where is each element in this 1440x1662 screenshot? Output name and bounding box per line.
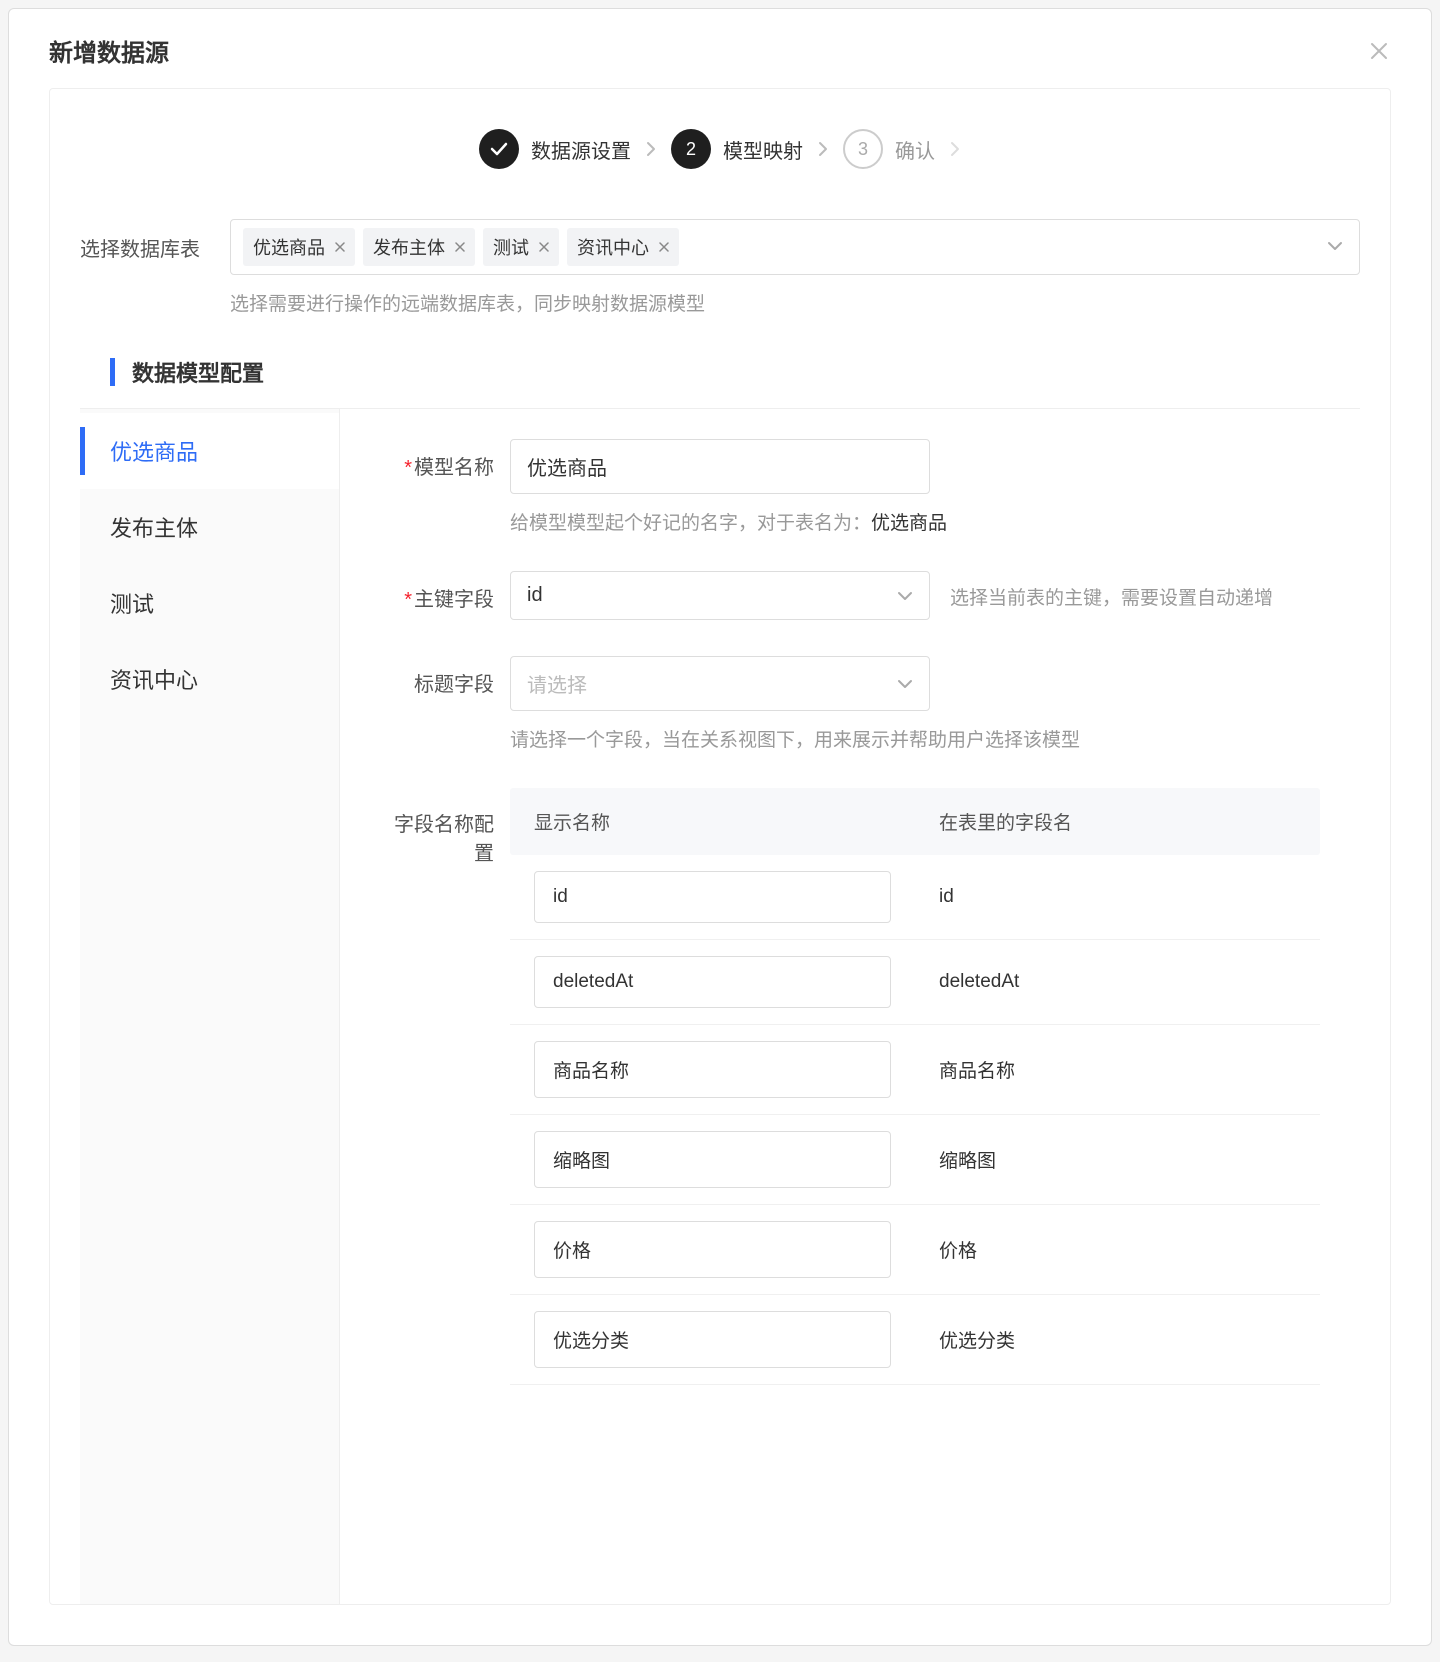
sidebar-item[interactable]: 资讯中心 <box>80 641 339 717</box>
column-name-text: 价格 <box>939 1236 1296 1263</box>
row-title-field: 标题字段 请选择 请选择一个字段，当在关系视图下，用来展示并帮助用户选择该模型 <box>380 656 1320 752</box>
step-2: 2 模型映射 <box>671 129 803 169</box>
tag-remove-icon[interactable] <box>335 240 345 254</box>
hint-primary-key: 选择当前表的主键，需要设置自动递增 <box>950 583 1273 610</box>
display-name-input[interactable]: 优选分类 <box>534 1311 891 1368</box>
step-2-label: 模型映射 <box>723 135 803 164</box>
selected-table-tag: 发布主体 <box>363 228 475 266</box>
chevron-right-icon <box>817 140 829 158</box>
column-name-text: 缩略图 <box>939 1146 1296 1173</box>
hint-model-name: 给模型模型起个好记的名字，对于表名为：优选商品 <box>510 508 1320 535</box>
header-column-name: 在表里的字段名 <box>915 788 1320 855</box>
sidebar-item[interactable]: 测试 <box>80 565 339 641</box>
field-row: deletedAt deletedAt <box>510 940 1320 1025</box>
model-panel: *模型名称 优选商品 给模型模型起个好记的名字，对于表名为：优选商品 *主键字段 <box>340 409 1360 1604</box>
column-name-text: id <box>939 886 1296 908</box>
steps-bar: 数据源设置 2 模型映射 3 确认 <box>50 89 1390 219</box>
table-select-helper: 选择需要进行操作的远端数据库表，同步映射数据源模型 <box>230 289 1360 316</box>
section-title-text: 数据模型配置 <box>110 356 264 388</box>
hint-title-field: 请选择一个字段，当在关系视图下，用来展示并帮助用户选择该模型 <box>510 725 1320 752</box>
field-row: id id <box>510 855 1320 940</box>
field-row: 价格 价格 <box>510 1205 1320 1295</box>
chevron-down-icon <box>1327 238 1343 256</box>
header-display-name: 显示名称 <box>510 788 915 855</box>
table-select-wrap: 优选商品 发布主体 测试 资讯中心 选择需要进行操作的远端数据库表，同步映射数据源模型 <box>230 219 1360 316</box>
label-field-config: 字段名称配置 <box>380 788 510 866</box>
label-model-name: *模型名称 <box>380 439 510 480</box>
chevron-down-icon <box>897 584 913 607</box>
step-3-circle: 3 <box>843 129 883 169</box>
tag-label: 资讯中心 <box>577 234 649 260</box>
check-icon <box>489 139 509 159</box>
step-2-circle: 2 <box>671 129 711 169</box>
table-multi-select[interactable]: 优选商品 发布主体 测试 资讯中心 <box>230 219 1360 275</box>
selected-table-tag: 资讯中心 <box>567 228 679 266</box>
display-name-input[interactable]: 价格 <box>534 1221 891 1278</box>
label-primary-key: *主键字段 <box>380 571 510 612</box>
input-model-name[interactable]: 优选商品 <box>510 439 930 494</box>
column-name-text: 优选分类 <box>939 1326 1296 1353</box>
selected-table-tag: 优选商品 <box>243 228 355 266</box>
display-name-input[interactable]: 缩略图 <box>534 1131 891 1188</box>
row-field-config: 字段名称配置 显示名称 在表里的字段名 ididdeletedAtdeleted… <box>380 788 1320 1385</box>
field-row: 缩略图 缩略图 <box>510 1115 1320 1205</box>
field-row: 优选分类 优选分类 <box>510 1295 1320 1385</box>
modal-add-datasource: 新增数据源 数据源设置 2 模型映射 <box>8 8 1432 1646</box>
column-name-text: deletedAt <box>939 971 1296 993</box>
field-row: 商品名称 商品名称 <box>510 1025 1320 1115</box>
close-icon[interactable] <box>1367 39 1391 63</box>
modal-title: 新增数据源 <box>49 33 169 68</box>
control-primary-key: id 选择当前表的主键，需要设置自动递增 <box>510 571 1320 620</box>
tag-remove-icon[interactable] <box>659 240 669 254</box>
control-title-field: 请选择 请选择一个字段，当在关系视图下，用来展示并帮助用户选择该模型 <box>510 656 1320 752</box>
chevron-down-icon <box>897 672 913 695</box>
row-model-name: *模型名称 优选商品 给模型模型起个好记的名字，对于表名为：优选商品 <box>380 439 1320 535</box>
config-area: 优选商品发布主体测试资讯中心 *模型名称 优选商品 给模型模型起个好记的名字，对… <box>80 408 1360 1604</box>
display-name-input[interactable]: 商品名称 <box>534 1041 891 1098</box>
field-table: 显示名称 在表里的字段名 ididdeletedAtdeletedAt商品名称商… <box>510 788 1320 1385</box>
row-primary-key: *主键字段 id 选择当前表的主键，需要设置自动递增 <box>380 571 1320 620</box>
modal-body: 数据源设置 2 模型映射 3 确认 <box>9 88 1431 1645</box>
step-3-label: 确认 <box>895 135 935 164</box>
select-title-field[interactable]: 请选择 <box>510 656 930 711</box>
sidebar-item[interactable]: 优选商品 <box>80 413 339 489</box>
field-table-header: 显示名称 在表里的字段名 <box>510 788 1320 855</box>
select-primary-key[interactable]: id <box>510 571 930 620</box>
selected-table-tag: 测试 <box>483 228 559 266</box>
tag-remove-icon[interactable] <box>455 240 465 254</box>
display-name-input[interactable]: id <box>534 871 891 923</box>
step-1: 数据源设置 <box>479 129 631 169</box>
table-select-row: 选择数据库表 优选商品 发布主体 测试 资讯中心 选择需要进行操作的远端数据库表，同步… <box>50 219 1390 326</box>
tag-remove-icon[interactable] <box>539 240 549 254</box>
step-1-circle <box>479 129 519 169</box>
label-title-field: 标题字段 <box>380 656 510 697</box>
model-sidebar: 优选商品发布主体测试资讯中心 <box>80 409 340 1604</box>
column-name-text: 商品名称 <box>939 1056 1296 1083</box>
sidebar-item[interactable]: 发布主体 <box>80 489 339 565</box>
inner-card: 数据源设置 2 模型映射 3 确认 <box>49 88 1391 1605</box>
tag-label: 优选商品 <box>253 234 325 260</box>
section-title: 数据模型配置 <box>50 326 1390 408</box>
tag-label: 测试 <box>493 234 529 260</box>
modal-header: 新增数据源 <box>9 9 1431 88</box>
table-select-label: 选择数据库表 <box>80 219 210 262</box>
chevron-right-icon <box>645 140 657 158</box>
tag-label: 发布主体 <box>373 234 445 260</box>
step-1-label: 数据源设置 <box>531 135 631 164</box>
control-model-name: 优选商品 给模型模型起个好记的名字，对于表名为：优选商品 <box>510 439 1320 535</box>
display-name-input[interactable]: deletedAt <box>534 956 891 1008</box>
step-3: 3 确认 <box>843 129 935 169</box>
chevron-right-icon <box>949 140 961 158</box>
